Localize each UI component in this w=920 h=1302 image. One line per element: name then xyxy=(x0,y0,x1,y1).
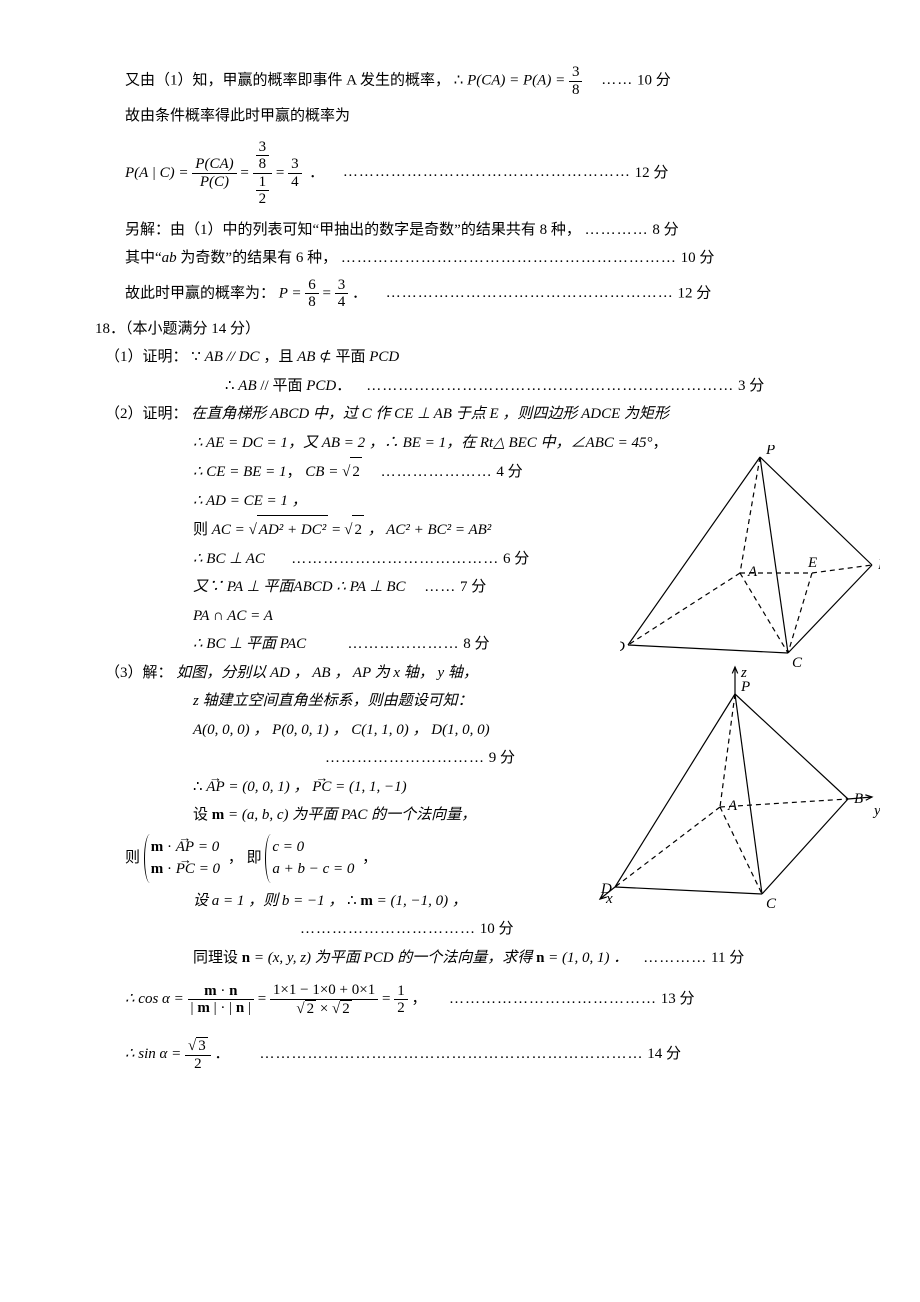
score-3: 3 分 xyxy=(738,378,764,394)
expr: P(CA) = P(A) = xyxy=(467,72,565,88)
text: 又由（1）知，甲赢的概率即事件 A 发生的概率， xyxy=(125,72,450,88)
score-14: 14 分 xyxy=(647,1046,681,1062)
q18-p2-r9: ∴ BC ⊥ 平面 PAC ………………… 8 分 xyxy=(125,630,850,659)
score-6: 6 分 xyxy=(503,551,529,567)
therefore: ∴ xyxy=(454,72,464,88)
score-12: 12 分 xyxy=(678,285,712,301)
vec-PC: PC xyxy=(312,773,331,802)
q18-p3-r3-sc: ………………………… 9 分 xyxy=(125,744,850,773)
q18-p2-r7: 又∵ PA ⊥ 平面ABCD ∴ PA ⊥ BC …… 7 分 xyxy=(125,573,850,602)
score-10: 10 分 xyxy=(480,921,514,937)
score-8: 8 分 xyxy=(463,636,489,652)
q18-p3-r8: 同理设 n = (x, y, z) 为平面 PCD 的一个法向量，求得 n = … xyxy=(125,944,850,973)
score-10: 10 分 xyxy=(681,250,715,266)
frac-expand: 1×1 − 1×0 + 0×1 √2 × √2 xyxy=(270,982,378,1017)
line-prob-A: 又由（1）知，甲赢的概率即事件 A 发生的概率， ∴ P(CA) = P(A) … xyxy=(125,60,850,102)
alt-line1: 另解：由（1）中的列表可知“甲抽出的数字是奇数”的结果共有 8 种， ………… … xyxy=(125,216,850,245)
q18-p3-r9: ∴ cos α = m · n | m | · | n | = 1×1 − 1×… xyxy=(125,972,850,1027)
q18-p3-r4: ∴ AP = (0, 0, 1) ， PC = (1, 1, −1) xyxy=(125,773,850,802)
brace-system-1: m · AP = 0 m · PC = 0 xyxy=(144,834,224,883)
sqrt-2: √2 xyxy=(342,457,362,487)
score-13: 13 分 xyxy=(661,991,695,1007)
q18-p2-r2: ∴ AE = DC = 1，又 AB = 2 ，∴ BE = 1，在 Rt△ B… xyxy=(125,429,850,458)
q18-p1-r1: （1）证明： ∵ AB // DC ，且 AB ⊄ 平面 PCD xyxy=(105,343,850,372)
sqrt-ad2dc2: √AD² + DC² xyxy=(249,515,329,545)
frac-sqrt3-2: √3 2 xyxy=(185,1037,211,1072)
frac-PCA-PC: P(CA) P(C) xyxy=(192,156,236,190)
q18-p2-r5: 则 AC = √AD² + DC² = √2 ， AC² + BC² = AB² xyxy=(125,515,850,545)
q18-p2-r1: （2）证明： 在直角梯形 ABCD 中，过 C 作 CE ⊥ AB 于点 E ，… xyxy=(105,400,850,429)
score-4: 4 分 xyxy=(496,464,522,480)
q18-p3-r5: 设 m = (a, b, c) 为平面 PAC 的一个法向量， xyxy=(125,801,850,830)
q18-p3-r6: 则 m · AP = 0 m · PC = 0 ， 即 c = 0 a + b … xyxy=(125,830,850,887)
q18-p3-r1: （3）解： 如图，分别以 AD ， AB ， AP 为 x 轴， y 轴， xyxy=(105,659,850,688)
q18-header: 18．（本小题满分 14 分） xyxy=(95,315,850,344)
score-10: 10 分 xyxy=(637,72,671,88)
q18-p1-r2: ∴ AB // 平面 PCD． …………………………………………………………… … xyxy=(125,372,850,401)
frac-compound: 3 8 1 2 xyxy=(253,139,273,208)
score-12: 12 分 xyxy=(635,164,669,180)
q18-p2-r4: ∴ AD = CE = 1 ， xyxy=(125,487,850,516)
svg-text:B: B xyxy=(878,557,880,573)
score-11: 11 分 xyxy=(711,950,744,966)
dots: ……………………………………………… xyxy=(343,163,631,181)
brace-system-2: c = 0 a + b − c = 0 xyxy=(265,834,358,883)
q18-p3-r3: A(0, 0, 0) ， P(0, 0, 1) ， C(1, 1, 0) ， D… xyxy=(125,716,850,745)
alt-line3: 故此时甲赢的概率为： P = 6 8 = 3 4 ． …………………………………… xyxy=(125,273,850,315)
alt-line2: 其中“ab 为奇数”的结果有 6 种， ……………………………………………………… xyxy=(125,244,850,273)
frac-mn: m · n | m | · | n | xyxy=(188,983,254,1017)
q18-p2-block: PAEBDC （2）证明： 在直角梯形 ABCD 中，过 C 作 CE ⊥ AB… xyxy=(125,400,850,659)
score-7: 7 分 xyxy=(460,579,486,595)
line-cond-prob-intro: 故由条件概率得此时甲赢的概率为 xyxy=(125,102,850,131)
svg-text:B: B xyxy=(854,791,863,807)
q18-p2-r3: ∴ CE = BE = 1， CB = √2 ………………… 4 分 xyxy=(125,457,850,487)
q18-p2-r6: ∴ BC ⊥ AC ………………………………… 6 分 xyxy=(125,545,850,574)
frac-3-8: 3 8 xyxy=(569,64,583,98)
dots: …… xyxy=(601,71,633,89)
q18-p3-r10: ∴ sin α = √3 2 ． ……………………………………………………………… xyxy=(125,1027,850,1082)
frac-3-4: 3 4 xyxy=(288,156,302,190)
q18-p3-r2: z 轴建立空间直角坐标系，则由题设可知： xyxy=(125,687,850,716)
q18-p2-r8: PA ∩ AC = A xyxy=(125,602,850,631)
svg-text:y: y xyxy=(872,803,880,819)
q18-p3-r7: 设 a = 1 ，则 b = −1 ， ∴ m = (1, −1, 0) ， xyxy=(125,887,850,916)
vec-AP: AP xyxy=(206,773,224,802)
q18-p3-r7b: …………………………… 10 分 xyxy=(125,915,850,944)
q18-p3-block: zyxPABDC （3）解： 如图，分别以 AD ， AB ， AP 为 x 轴… xyxy=(125,659,850,973)
eq-cond-prob: P(A | C) = P(CA) P(C) = 3 8 1 2 = 3 4 ． … xyxy=(125,131,850,216)
score-8: 8 分 xyxy=(652,222,678,238)
score-9: 9 分 xyxy=(489,750,515,766)
